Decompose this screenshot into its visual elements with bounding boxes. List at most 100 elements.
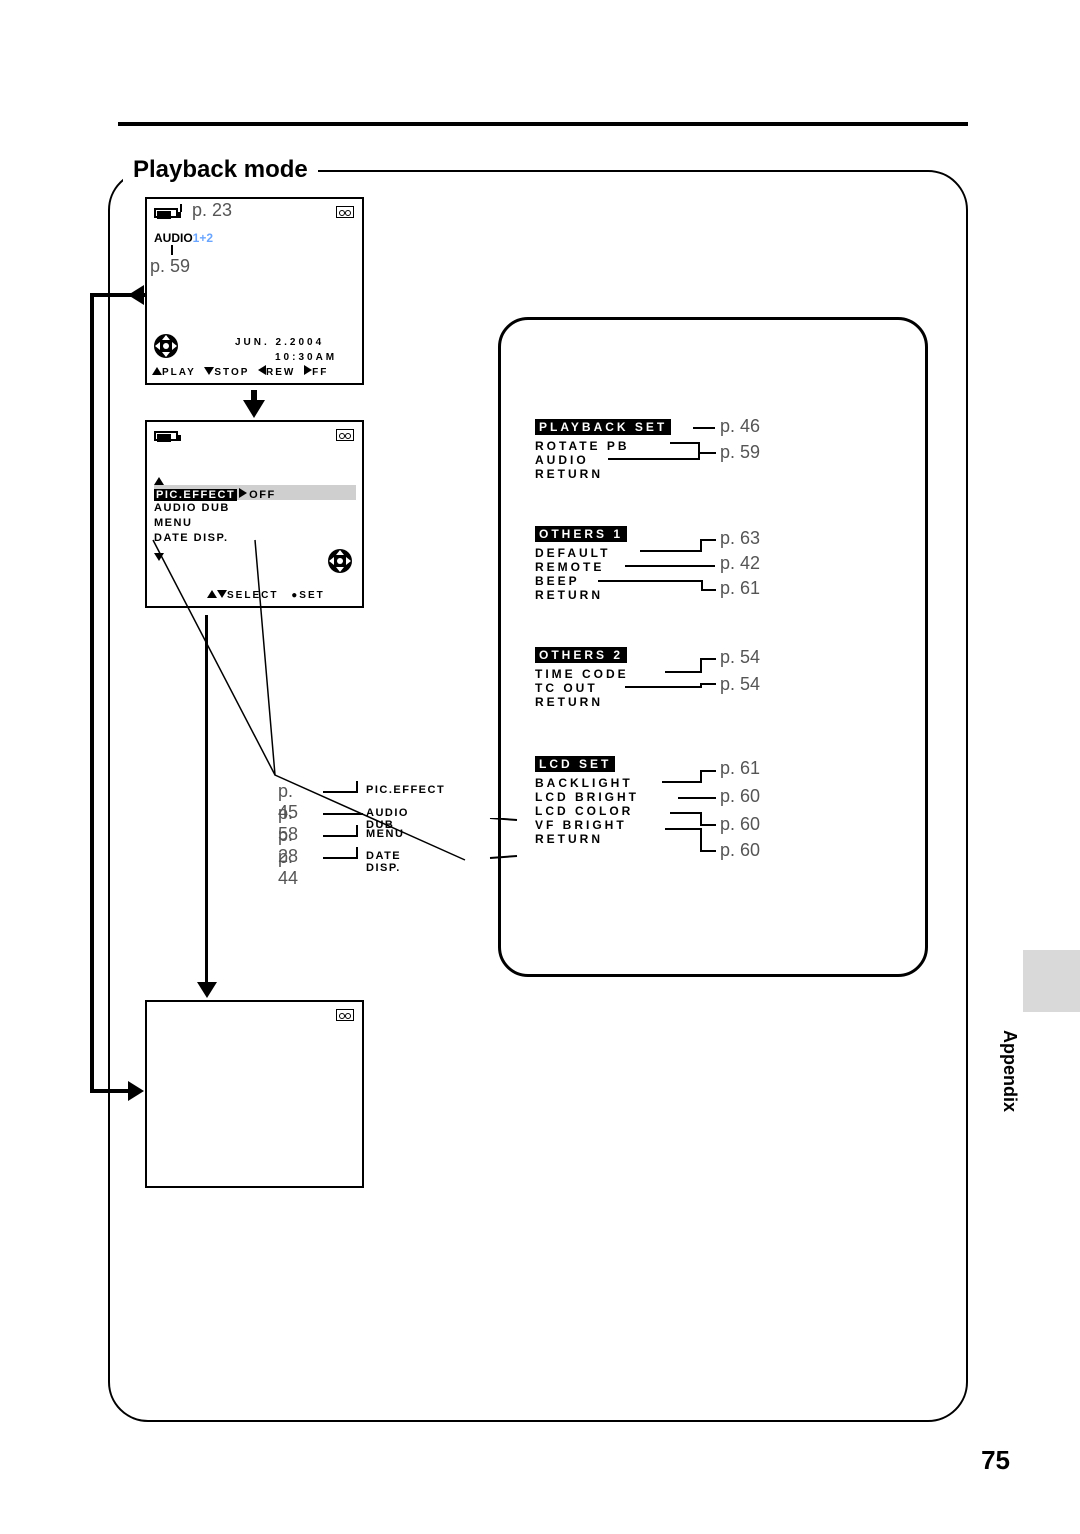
leader	[700, 828, 702, 850]
page-number: 75	[981, 1445, 1010, 1476]
flow-line	[90, 293, 94, 1093]
lcd-screen-2: PIC.EFFECTOFF AUDIO DUB MENU DATE DISP. …	[145, 420, 364, 608]
leader	[356, 825, 358, 836]
leader	[698, 452, 716, 454]
time-text: 10:30AM	[275, 352, 337, 363]
leader	[693, 427, 715, 429]
leader	[700, 850, 716, 852]
flow-arrow-icon	[197, 982, 217, 998]
menu-item: TC OUT	[535, 681, 629, 695]
tape-icon	[336, 1009, 354, 1021]
menu-item: DATE DISP.	[366, 850, 401, 874]
controls-row: PLAY STOP REW FF	[152, 365, 328, 378]
date-text: JUN. 2.2004	[235, 337, 324, 348]
lcd-screen-3	[145, 1000, 364, 1188]
up-icon	[207, 590, 217, 598]
menu-item: MENU	[366, 828, 404, 840]
menu-header: OTHERS 2	[535, 647, 627, 663]
menu-item: RETURN	[535, 695, 629, 709]
lcd-screen-1: AUDIO1+2 JUN. 2.2004 10:30AM PLAY STOP R…	[145, 197, 364, 385]
highlight-row: PIC.EFFECTOFF	[154, 485, 356, 500]
audio-label: AUDIO1+2	[154, 231, 213, 245]
leader	[662, 781, 702, 783]
page-ref: p. 44	[278, 847, 298, 889]
menu-header: PLAYBACK SET	[535, 419, 671, 435]
menu-others-2: OTHERS 2 TIME CODE TC OUT RETURN	[535, 646, 629, 709]
leader	[701, 589, 716, 591]
leader	[640, 550, 702, 552]
down-icon	[204, 367, 214, 375]
tape-icon	[336, 429, 354, 441]
page-ref: p. 60	[720, 840, 760, 861]
joystick-icon	[328, 549, 352, 578]
menu-lcd-set: LCD SET BACKLIGHT LCD BRIGHT LCD COLOR V…	[535, 755, 639, 846]
page-ref: p. 46	[720, 416, 760, 437]
leader	[700, 812, 702, 824]
page-ref: p. 63	[720, 528, 760, 549]
page-ref: p. 60	[720, 786, 760, 807]
menu-header: LCD SET	[535, 756, 615, 772]
page-ref: p. 61	[720, 578, 760, 599]
leader	[665, 671, 702, 673]
leader	[356, 781, 358, 792]
page-ref: p. 23	[192, 200, 232, 221]
menu-item: DEFAULT	[535, 546, 627, 560]
page-ref: p. 60	[720, 814, 760, 835]
flow-line	[90, 1089, 131, 1093]
menu-item: LCD COLOR	[535, 804, 639, 818]
joystick-icon	[154, 334, 178, 363]
leader	[678, 797, 702, 799]
menu-item: VF BRIGHT	[535, 818, 639, 832]
leader	[356, 847, 358, 858]
section-title: Playback mode	[123, 156, 318, 184]
footer-row: SELECT ●SET	[207, 590, 325, 601]
flow-arrow-icon	[128, 285, 144, 305]
down-arrow-icon	[243, 400, 265, 418]
leader	[323, 835, 358, 837]
leader	[323, 857, 358, 859]
menu-others-1: OTHERS 1 DEFAULT REMOTE BEEP RETURN	[535, 525, 627, 602]
leader	[670, 442, 700, 444]
menu-item: LCD BRIGHT	[535, 790, 639, 804]
leader	[700, 824, 716, 826]
down-icon	[154, 553, 164, 561]
battery-icon	[154, 431, 178, 441]
right-icon	[304, 365, 312, 375]
leader	[701, 580, 703, 589]
leader	[698, 452, 700, 459]
up-icon	[152, 367, 162, 375]
tape-icon	[336, 206, 354, 218]
menu-item: RETURN	[535, 467, 671, 481]
leader	[171, 245, 173, 255]
menu-playback-set: PLAYBACK SET ROTATE PB AUDIO RETURN	[535, 418, 671, 481]
menu-item: MENU	[154, 517, 192, 529]
leader	[323, 813, 363, 815]
down-icon	[217, 590, 227, 598]
leader	[700, 539, 702, 551]
leader	[665, 828, 702, 830]
menu-item: AUDIO DUB	[154, 502, 230, 514]
right-icon	[239, 488, 247, 498]
leader	[700, 683, 716, 685]
menu-item: RETURN	[535, 588, 627, 602]
up-icon	[154, 477, 164, 485]
page-ref: p. 59	[720, 442, 760, 463]
appendix-label: Appendix	[999, 1030, 1020, 1112]
page-ref: p. 54	[720, 674, 760, 695]
menu-item: ROTATE PB	[535, 439, 671, 453]
page-ref: p. 54	[720, 647, 760, 668]
leader	[598, 580, 703, 582]
flow-arrow-icon	[128, 1081, 144, 1101]
leader	[670, 812, 702, 814]
menu-header: OTHERS 1	[535, 526, 627, 542]
menu-item: PIC.EFFECT	[366, 784, 445, 796]
leader	[700, 797, 716, 799]
side-tab	[1023, 950, 1080, 1012]
menu-item: DATE DISP.	[154, 532, 229, 544]
menu-item: RETURN	[535, 832, 639, 846]
leader	[700, 770, 702, 782]
pic-effect-label: PIC.EFFECT	[154, 489, 237, 501]
menu-item: AUDIO	[535, 453, 671, 467]
page-ref: p. 59	[150, 256, 190, 277]
menu-item: BACKLIGHT	[535, 776, 639, 790]
